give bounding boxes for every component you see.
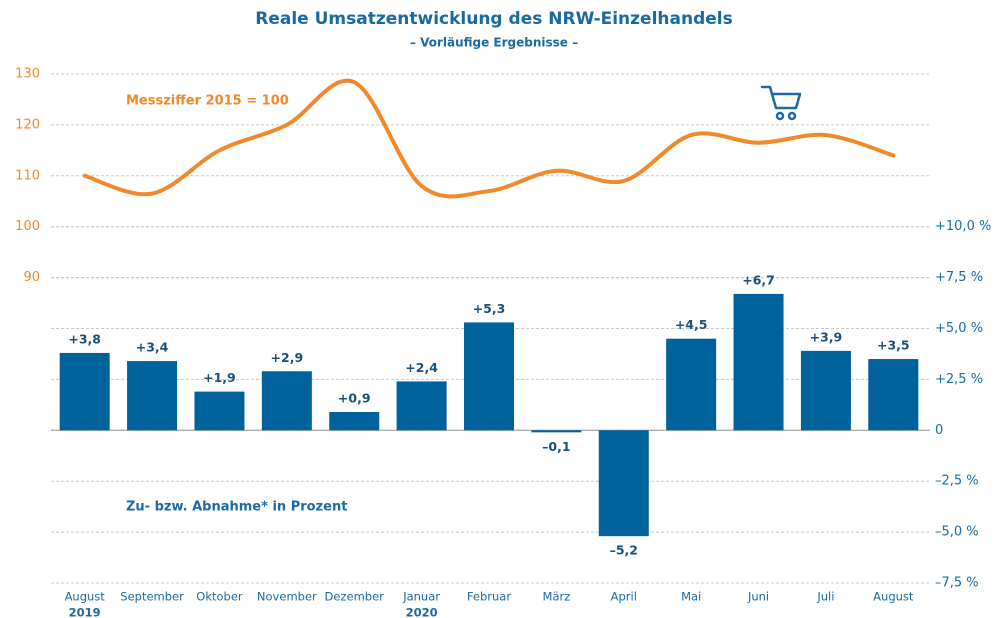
bar: [733, 293, 784, 431]
bar-value-label: +3,9: [810, 329, 843, 344]
y-tick-label: 120: [15, 117, 40, 132]
x-tick-label: März: [543, 590, 571, 604]
y2-tick-label: +10,0 %: [935, 219, 991, 234]
series-label: Messziffer 2015 = 100: [126, 94, 289, 109]
series-label: Zu- bzw. Abnahme* in Prozent: [126, 500, 347, 515]
y2-tick-label: +5,0 %: [935, 321, 983, 336]
y-tick-label: 110: [15, 168, 40, 183]
bar: [800, 350, 851, 431]
y-tick-label: 90: [23, 270, 40, 285]
x-tick-label: August: [873, 590, 914, 604]
bar-value-label: +3,4: [136, 340, 169, 355]
x-tick-label: Juli: [816, 590, 834, 604]
bar-value-label: +6,7: [742, 272, 775, 287]
cart-icon: [760, 85, 802, 121]
x-tick-label: November: [257, 590, 317, 604]
bar-value-label: +2,4: [405, 360, 438, 375]
chart-subtitle: – Vorläufige Ergebnisse –: [410, 36, 578, 50]
x-tick-label: Januar: [402, 590, 440, 604]
bar-value-label: +0,9: [338, 390, 371, 405]
y2-tick-label: –2,5 %: [935, 474, 979, 489]
y2-tick-label: +2,5 %: [935, 372, 983, 387]
x-tick-label: Oktober: [196, 590, 243, 604]
x-tick-label: August: [65, 590, 106, 604]
x-tick-label: Dezember: [325, 590, 385, 604]
bar: [194, 391, 245, 431]
bar-value-label: +3,8: [68, 331, 101, 346]
bar: [868, 359, 919, 431]
x-tick-label: September: [120, 590, 184, 604]
bar: [464, 322, 514, 431]
x-tick-label: April: [611, 590, 637, 604]
bar: [396, 381, 447, 431]
chart-title: Reale Umsatzentwicklung des NRW-Einzelha…: [255, 9, 733, 29]
bar: [598, 430, 649, 537]
bar: [127, 361, 178, 431]
bar-value-label: +1,9: [203, 370, 236, 385]
x-tick-label: Mai: [681, 590, 701, 604]
bar: [531, 430, 582, 433]
x-tick-label: Februar: [467, 590, 511, 604]
bar: [666, 338, 717, 431]
y-tick-label: 130: [15, 67, 40, 82]
x-tick-label: Juni: [747, 590, 769, 604]
bar-value-label: –5,2: [610, 543, 638, 558]
bar-value-label: +5,3: [473, 301, 506, 316]
x-year-label: 2020: [406, 606, 438, 618]
index-line: [82, 78, 896, 199]
y2-tick-label: –5,0 %: [935, 525, 979, 540]
y2-tick-label: –7,5 %: [935, 576, 979, 591]
bar-value-label: +2,9: [271, 350, 304, 365]
y2-tick-label: 0: [935, 423, 943, 438]
bar-value-label: +3,5: [877, 338, 910, 353]
bar: [261, 371, 312, 431]
bar: [59, 352, 110, 431]
y2-tick-label: +7,5 %: [935, 270, 983, 285]
bar-value-label: –0,1: [542, 439, 570, 454]
bar: [329, 411, 380, 431]
bar-value-label: +4,5: [675, 317, 708, 332]
x-year-label: 2019: [69, 606, 101, 618]
y-tick-label: 100: [15, 219, 40, 234]
